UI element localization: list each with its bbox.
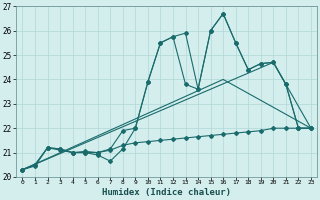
X-axis label: Humidex (Indice chaleur): Humidex (Indice chaleur) xyxy=(102,188,231,197)
